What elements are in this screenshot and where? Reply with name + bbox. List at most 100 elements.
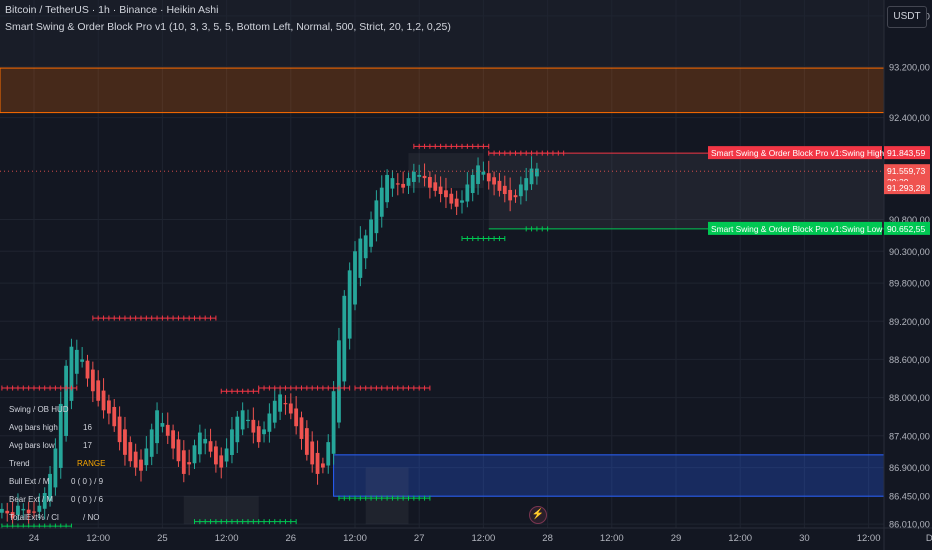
candle-body xyxy=(149,429,154,457)
candle-body xyxy=(160,423,165,427)
y-tick-label: 88.600,00 xyxy=(889,355,930,365)
x-tick-label: 30 xyxy=(799,533,810,544)
candle-body xyxy=(224,448,229,462)
candle-body xyxy=(406,178,411,186)
y-tick-label: 93.200,00 xyxy=(889,62,930,72)
lightning-icon[interactable]: ⚡ xyxy=(529,506,547,524)
hud-row-value: RANGE xyxy=(77,459,106,468)
candle-body xyxy=(128,442,133,462)
candle-body xyxy=(508,189,513,201)
candle-body xyxy=(299,417,304,439)
svg-text:91.843,59: 91.843,59 xyxy=(887,148,925,158)
x-tick-label: 12:00 xyxy=(600,533,624,544)
x-tick-label: 12:00 xyxy=(472,533,496,544)
candle-body xyxy=(310,441,315,465)
candle-body xyxy=(203,438,208,444)
candle-body xyxy=(219,455,224,468)
candle-body xyxy=(363,235,368,259)
candle-body xyxy=(48,473,52,501)
candle-body xyxy=(112,406,117,427)
candle-body xyxy=(470,174,475,194)
x-tick-label: 12:00 xyxy=(728,533,752,544)
x-tick-label: 29 xyxy=(671,533,682,544)
candle-body xyxy=(171,430,175,449)
swing-high-level xyxy=(354,385,431,391)
hud-title: Swing / OB HUD xyxy=(9,405,69,414)
candle-body xyxy=(535,168,539,177)
hud-row-value: / NO xyxy=(83,513,100,522)
candle-body xyxy=(353,251,357,305)
candle-body xyxy=(524,178,529,191)
y-tick-label: 90.800,00 xyxy=(889,215,930,225)
y-tick-label: 88.000,00 xyxy=(889,393,930,403)
candle-body xyxy=(64,365,68,436)
y-tick-label: 92.400,00 xyxy=(889,113,930,123)
y-tick-label: 86.450,00 xyxy=(889,492,930,502)
svg-text:Smart Swing & Order Block Pro: Smart Swing & Order Block Pro v1:Swing L… xyxy=(711,224,883,234)
candle-body xyxy=(74,349,79,374)
hud-row: Bull Ext / M 0 ( 0 ) / 9 xyxy=(3,473,121,491)
candle-body xyxy=(117,416,122,443)
candle-body xyxy=(444,190,448,198)
swing-high-level xyxy=(220,388,260,394)
candle-body xyxy=(417,174,422,177)
y-tick-label: 90.300,00 xyxy=(889,247,930,257)
candle-body xyxy=(139,459,143,471)
swing-low-level xyxy=(194,519,297,525)
candle-body xyxy=(101,390,106,411)
hud-row-label: Bear Ext / M xyxy=(9,495,54,504)
hud-row-label: Avg bars high xyxy=(9,423,58,432)
candle-body xyxy=(144,448,149,466)
hud-row-label: Trend xyxy=(9,459,30,468)
x-tick-label: 24 xyxy=(29,533,40,544)
x-tick-label: 28 xyxy=(542,533,553,544)
candle-body xyxy=(85,360,90,379)
last-price-value: 91.559,73 xyxy=(887,166,925,176)
candle-body xyxy=(262,429,266,435)
candle-body xyxy=(208,441,213,452)
swing-low-label: Smart Swing & Order Block Pro v1:Swing L… xyxy=(708,221,930,235)
swing-high-level xyxy=(92,315,217,321)
hud-row-value: 16 xyxy=(83,423,92,432)
candle-body xyxy=(133,451,138,468)
candle-body xyxy=(5,510,10,514)
symbol-title[interactable]: Bitcoin / TetherUS · 1h · Binance · Heik… xyxy=(5,4,219,16)
candle-body xyxy=(438,186,443,195)
candle-body xyxy=(304,428,309,455)
candle-body xyxy=(502,185,507,195)
candle-body xyxy=(529,168,534,185)
swing-high-level xyxy=(1,385,78,391)
candle-body xyxy=(21,508,26,511)
svg-text:Smart Swing & Order Block Pro: Smart Swing & Order Block Pro v1:Swing H… xyxy=(711,148,884,158)
x-tick-label: 12:00 xyxy=(857,533,881,544)
candle-body xyxy=(390,178,395,189)
header-band xyxy=(0,0,884,68)
candle-body xyxy=(42,493,47,509)
candle-body xyxy=(283,403,288,405)
hud-row-label: Avg bars low xyxy=(9,441,55,450)
candle-body xyxy=(481,171,486,175)
candle-body xyxy=(267,413,272,432)
candle-body xyxy=(187,462,192,465)
indicator-legend[interactable]: Smart Swing & Order Block Pro v1 (10, 3,… xyxy=(5,21,451,33)
x-tick-label: 12:00 xyxy=(86,533,110,544)
candle-body xyxy=(476,165,480,184)
currency-button[interactable]: USDT xyxy=(887,6,927,28)
hud-row: Avg bars low 17 xyxy=(3,437,121,455)
candle-body xyxy=(272,400,277,423)
candle-body xyxy=(347,270,352,339)
swing-high-label: Smart Swing & Order Block Pro v1:Swing H… xyxy=(708,146,930,160)
candle-body xyxy=(369,219,373,247)
candle-body xyxy=(337,340,341,423)
candle-body xyxy=(197,432,202,455)
candle-body xyxy=(486,173,491,182)
candle-body xyxy=(326,442,331,466)
swing-low-level xyxy=(461,236,506,242)
candle-body xyxy=(379,187,384,217)
hud-row-value: 0 ( 0 ) / 9 xyxy=(71,477,104,486)
candle-body xyxy=(460,200,464,203)
candle-body xyxy=(422,175,427,179)
candle-body xyxy=(107,400,111,414)
